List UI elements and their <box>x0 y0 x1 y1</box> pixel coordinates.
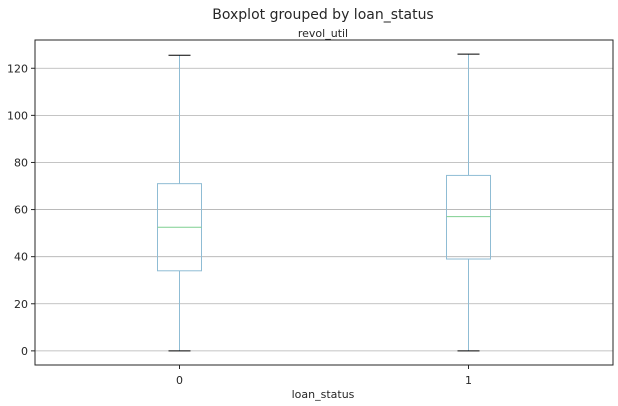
plot-frame <box>34 39 614 366</box>
box-iqr <box>446 174 491 260</box>
x-tick-label: 1 <box>465 374 472 387</box>
chart-subtitle: revol_util <box>298 27 348 40</box>
chart-title: Boxplot grouped by loan_status <box>212 7 433 23</box>
box-series <box>157 53 491 352</box>
y-tick-label: 0 <box>21 345 28 358</box>
box-group-1 <box>446 53 491 352</box>
y-tick-label: 100 <box>7 109 28 122</box>
y-tick-label: 80 <box>14 156 28 169</box>
y-axis-ticks: 0 20 40 60 80 100 120 <box>7 62 35 358</box>
box-group-0 <box>157 54 202 352</box>
y-tick-label: 120 <box>7 62 28 75</box>
x-tick-label: 0 <box>176 374 183 387</box>
y-tick-label: 60 <box>14 204 28 217</box>
y-tick-label: 20 <box>14 298 28 311</box>
grid-lines <box>35 67 613 352</box>
x-axis-label: loan_status <box>292 388 355 401</box>
y-tick-label: 40 <box>14 251 28 264</box>
